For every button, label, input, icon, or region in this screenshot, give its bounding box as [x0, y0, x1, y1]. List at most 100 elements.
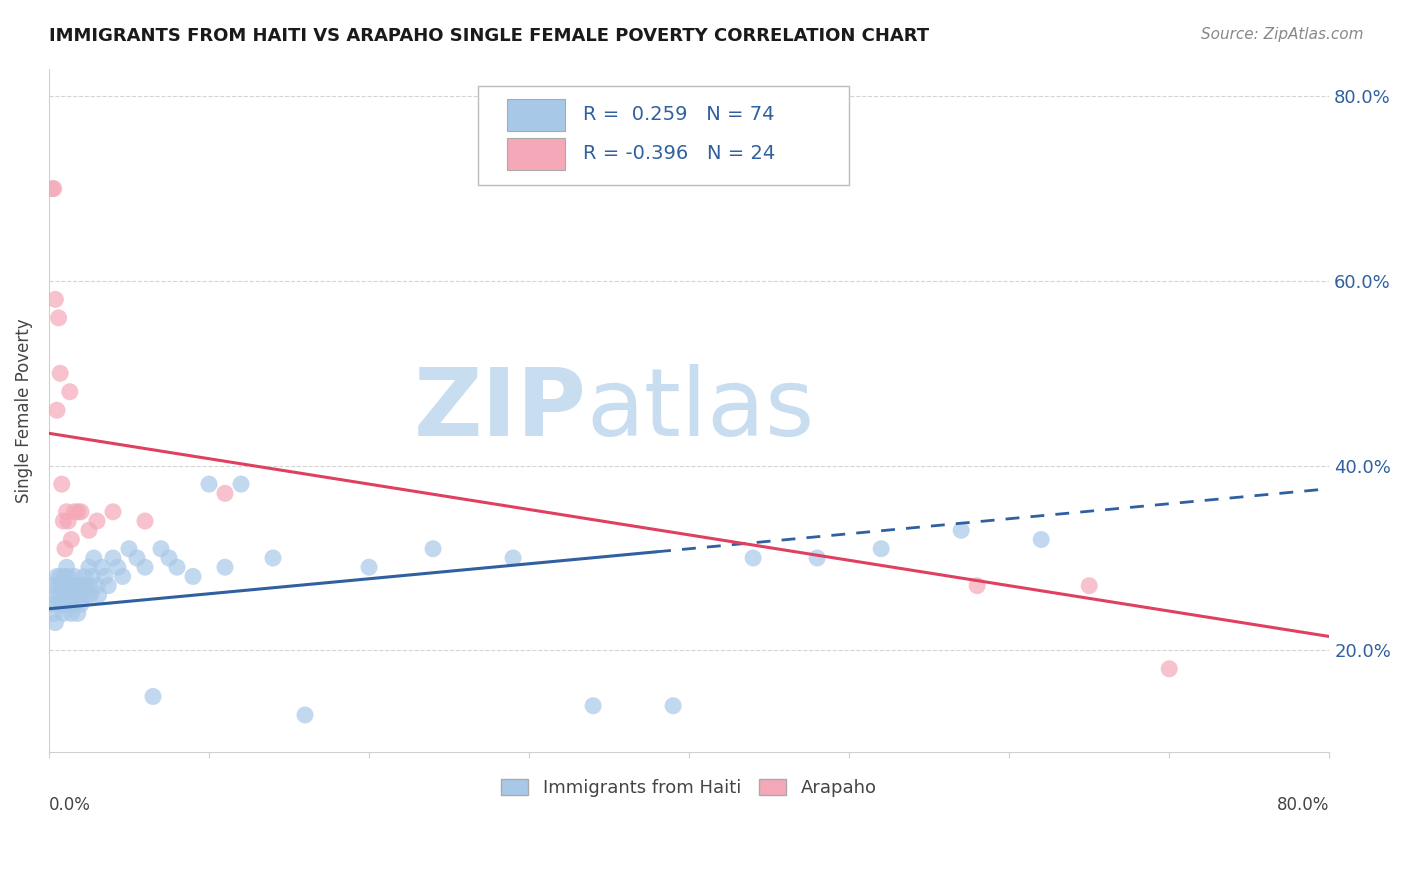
Point	[118, 541, 141, 556]
Point	[870, 541, 893, 556]
Point	[48, 579, 70, 593]
Point	[582, 698, 605, 713]
Point	[42, 607, 65, 621]
Point	[134, 514, 156, 528]
Point	[46, 569, 69, 583]
Point	[53, 597, 76, 611]
Point	[86, 579, 108, 593]
Point	[56, 569, 79, 583]
Point	[51, 597, 73, 611]
Point	[66, 607, 89, 621]
Point	[49, 569, 72, 583]
Point	[56, 514, 79, 528]
Point	[181, 569, 204, 583]
Point	[125, 551, 148, 566]
Point	[150, 541, 173, 556]
Point	[101, 505, 124, 519]
Point	[262, 551, 284, 566]
Point	[46, 403, 69, 417]
Text: 0.0%: 0.0%	[49, 797, 91, 814]
Point	[73, 569, 96, 583]
Point	[198, 477, 221, 491]
Text: ZIP: ZIP	[413, 364, 586, 456]
Point	[60, 607, 83, 621]
Point	[294, 708, 316, 723]
Point	[76, 588, 98, 602]
Point	[94, 569, 117, 583]
Point	[229, 477, 252, 491]
Point	[72, 588, 94, 602]
Point	[63, 588, 86, 602]
Text: R =  0.259   N = 74: R = 0.259 N = 74	[583, 105, 775, 125]
Point	[87, 588, 110, 602]
Text: R = -0.396   N = 24: R = -0.396 N = 24	[583, 145, 775, 163]
Point	[44, 615, 66, 630]
Point	[60, 533, 83, 547]
Point	[56, 588, 79, 602]
Point	[41, 597, 63, 611]
Point	[214, 486, 236, 500]
Point	[502, 551, 524, 566]
Point	[134, 560, 156, 574]
Point	[62, 579, 84, 593]
Point	[66, 588, 89, 602]
Point	[82, 569, 104, 583]
Legend: Immigrants from Haiti, Arapaho: Immigrants from Haiti, Arapaho	[494, 772, 884, 805]
Point	[1031, 533, 1053, 547]
Point	[55, 560, 77, 574]
Point	[166, 560, 188, 574]
Point	[46, 597, 69, 611]
Point	[62, 597, 84, 611]
Point	[59, 597, 82, 611]
Text: atlas: atlas	[586, 364, 815, 456]
Point	[90, 560, 112, 574]
Point	[53, 588, 76, 602]
Point	[142, 690, 165, 704]
Point	[52, 514, 75, 528]
FancyBboxPatch shape	[508, 99, 565, 131]
Point	[70, 597, 93, 611]
Point	[77, 523, 100, 537]
Text: IMMIGRANTS FROM HAITI VS ARAPAHO SINGLE FEMALE POVERTY CORRELATION CHART: IMMIGRANTS FROM HAITI VS ARAPAHO SINGLE …	[49, 27, 929, 45]
Point	[422, 541, 444, 556]
Point	[44, 293, 66, 307]
Point	[41, 181, 63, 195]
Point	[63, 569, 86, 583]
Point	[966, 579, 988, 593]
Point	[53, 541, 76, 556]
Point	[59, 579, 82, 593]
Point	[357, 560, 380, 574]
Point	[49, 588, 72, 602]
FancyBboxPatch shape	[508, 137, 565, 170]
Point	[75, 579, 97, 593]
Point	[51, 477, 73, 491]
Y-axis label: Single Female Poverty: Single Female Poverty	[15, 318, 32, 502]
Point	[44, 588, 66, 602]
Point	[806, 551, 828, 566]
Point	[51, 579, 73, 593]
Point	[1078, 579, 1101, 593]
Point	[77, 560, 100, 574]
Point	[662, 698, 685, 713]
Point	[63, 505, 86, 519]
Point	[214, 560, 236, 574]
Point	[39, 579, 62, 593]
Point	[101, 551, 124, 566]
Point	[52, 607, 75, 621]
Point	[77, 579, 100, 593]
Point	[49, 366, 72, 380]
Point	[86, 514, 108, 528]
Point	[742, 551, 765, 566]
Point	[83, 551, 105, 566]
Point	[48, 310, 70, 325]
Point	[42, 181, 65, 195]
Point	[65, 579, 87, 593]
Point	[97, 579, 120, 593]
Point	[157, 551, 180, 566]
Point	[1159, 662, 1181, 676]
Point	[79, 588, 101, 602]
Text: 80.0%: 80.0%	[1277, 797, 1329, 814]
Point	[950, 523, 973, 537]
Text: Source: ZipAtlas.com: Source: ZipAtlas.com	[1201, 27, 1364, 42]
Point	[66, 505, 89, 519]
